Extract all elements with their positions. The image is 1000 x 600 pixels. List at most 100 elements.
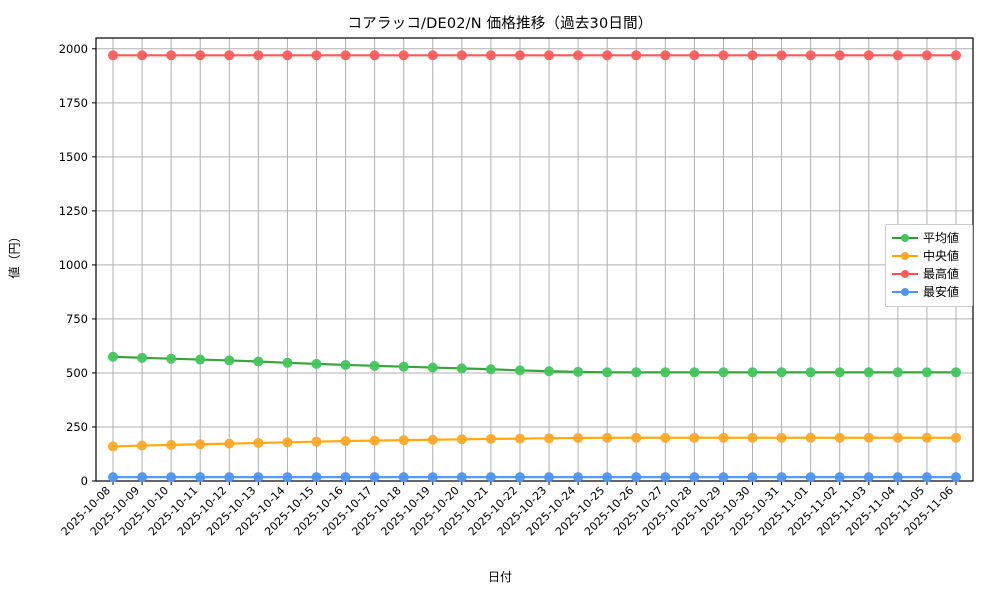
series-point <box>631 367 642 378</box>
series-point <box>108 472 118 483</box>
series-point <box>718 367 729 378</box>
series-point <box>340 359 351 370</box>
series-point <box>834 50 845 61</box>
series-point <box>253 437 264 448</box>
series-point <box>921 367 932 378</box>
series-point <box>776 50 787 61</box>
series-point <box>544 433 555 444</box>
series-point <box>573 472 584 483</box>
y-tick-label: 1250 <box>59 204 88 218</box>
series-point <box>340 436 351 447</box>
series-point <box>544 50 555 61</box>
series-point <box>951 432 961 443</box>
legend-item[interactable]: 平均値 <box>892 229 966 247</box>
series-point <box>195 50 206 61</box>
series-point <box>951 367 961 378</box>
series-point <box>340 472 351 483</box>
data-series-layer <box>108 50 961 483</box>
y-tick-label: 500 <box>66 366 88 380</box>
series-point <box>660 472 671 483</box>
series-point <box>689 432 700 443</box>
series-point <box>573 366 584 377</box>
series-point <box>573 50 584 61</box>
series-point <box>311 50 322 61</box>
series-point <box>602 432 613 443</box>
series-point <box>718 472 729 483</box>
series-point <box>689 50 700 61</box>
series-point <box>602 50 613 61</box>
series-point <box>776 367 787 378</box>
series-point <box>427 472 438 483</box>
series-point <box>921 472 932 483</box>
series-point <box>224 472 235 483</box>
series-point <box>456 472 467 483</box>
series-point <box>573 433 584 443</box>
series-point <box>485 433 496 444</box>
legend-item[interactable]: 最安値 <box>892 283 966 301</box>
series-point <box>224 438 235 449</box>
series-point <box>369 360 380 371</box>
series-point <box>195 472 206 483</box>
series-point <box>951 472 961 483</box>
legend-item[interactable]: 中央値 <box>892 247 966 265</box>
series-point <box>805 472 816 483</box>
series-point <box>863 472 874 483</box>
series-point <box>892 367 903 378</box>
series-point <box>689 367 700 378</box>
series-point <box>514 433 525 444</box>
series-point <box>544 472 555 483</box>
series-point <box>631 432 642 443</box>
series-point <box>863 432 874 443</box>
series-point <box>195 354 206 365</box>
series-point <box>311 472 322 483</box>
y-tick-label: 750 <box>66 312 88 326</box>
series-point <box>921 50 932 61</box>
series-point <box>253 472 264 483</box>
legend-item[interactable]: 最高値 <box>892 265 966 283</box>
chart-legend: 平均値中央値 最高値 最安値 <box>885 224 973 307</box>
series-point <box>747 367 758 378</box>
series-point <box>108 351 118 362</box>
series-point <box>456 363 467 374</box>
x-axis-label: 日付 <box>487 570 512 584</box>
legend-swatch-icon <box>892 249 918 263</box>
y-tick-label: 1750 <box>59 96 88 110</box>
series-point <box>834 432 845 443</box>
series-point <box>863 367 874 378</box>
series-point <box>166 50 177 61</box>
series-point <box>137 50 148 61</box>
series-point <box>805 432 816 443</box>
series-point <box>747 472 758 483</box>
series-point <box>514 472 525 483</box>
series-point <box>427 434 438 445</box>
series-point <box>514 365 525 376</box>
legend-label: 平均値 <box>923 231 960 245</box>
series-point <box>108 441 118 452</box>
series-point <box>166 439 177 450</box>
chart-title: コアラッコ/DE02/N 価格推移（過去30日間） <box>347 16 653 32</box>
series-point <box>282 472 293 483</box>
gridlines <box>96 38 973 482</box>
series-point <box>660 367 671 378</box>
series-point <box>282 437 293 448</box>
series-line <box>111 355 958 374</box>
series-point <box>747 50 758 61</box>
series-line <box>111 436 958 448</box>
y-tick-label: 2000 <box>59 42 88 56</box>
series-point <box>427 50 438 61</box>
series-point <box>340 50 351 61</box>
series-point <box>718 50 729 61</box>
series-point <box>834 367 845 378</box>
plot-frame <box>95 37 974 482</box>
series-point <box>253 356 264 367</box>
series-point <box>951 50 961 61</box>
series-point <box>398 50 409 61</box>
series-point <box>398 472 409 483</box>
series-point <box>602 472 613 483</box>
y-tick-label: 0 <box>81 474 88 488</box>
series-point <box>369 472 380 483</box>
series-point <box>456 434 467 445</box>
series-point <box>776 472 787 483</box>
series-point <box>718 432 729 443</box>
